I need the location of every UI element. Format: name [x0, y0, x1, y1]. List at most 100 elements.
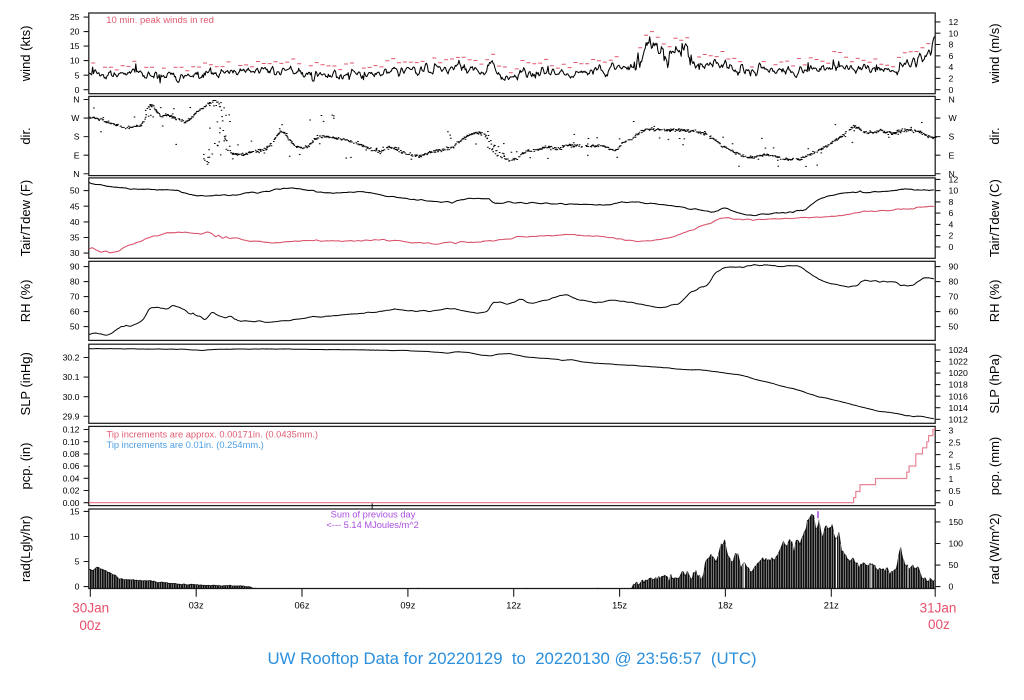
svg-text:10: 10: [70, 532, 80, 542]
svg-text:S: S: [74, 132, 80, 142]
svg-text:0.00: 0.00: [63, 498, 80, 508]
svg-text:Tip increments are approx. 0.0: Tip increments are approx. 0.00171in. (0…: [107, 429, 319, 439]
svg-text:2: 2: [949, 74, 954, 84]
svg-text:6: 6: [949, 51, 954, 61]
svg-text:wind (m/s): wind (m/s): [987, 23, 1002, 84]
svg-text:30.0: 30.0: [63, 392, 80, 402]
svg-text:29.9: 29.9: [63, 411, 80, 421]
svg-text:50: 50: [949, 322, 959, 332]
svg-text:0.04: 0.04: [63, 473, 80, 483]
svg-text:4: 4: [949, 220, 954, 230]
svg-text:50: 50: [70, 186, 80, 196]
svg-text:W: W: [949, 113, 958, 123]
svg-text:1012: 1012: [949, 414, 968, 424]
svg-text:0.06: 0.06: [63, 461, 80, 471]
svg-text:90: 90: [70, 262, 80, 272]
svg-text:70: 70: [949, 292, 959, 302]
svg-text:N: N: [73, 169, 79, 179]
svg-text:1024: 1024: [949, 345, 968, 355]
svg-text:2.5: 2.5: [949, 438, 961, 448]
svg-text:10 min. peak winds in red: 10 min. peak winds in red: [106, 15, 214, 26]
svg-text:0: 0: [75, 85, 80, 95]
svg-text:N: N: [73, 95, 79, 105]
svg-text:0.12: 0.12: [63, 425, 80, 435]
svg-text:Tip increments are 0.01in. (0.: Tip increments are 0.01in. (0.254mm.): [107, 440, 264, 450]
svg-text:S: S: [949, 132, 955, 142]
svg-text:60: 60: [70, 307, 80, 317]
svg-text:10: 10: [70, 56, 80, 66]
svg-text:12z: 12z: [506, 600, 521, 610]
svg-text:SLP (hPa): SLP (hPa): [987, 354, 1002, 414]
svg-text:dir.: dir.: [18, 127, 33, 144]
svg-text:20: 20: [70, 27, 80, 37]
svg-text:1014: 1014: [949, 403, 968, 413]
svg-text:40: 40: [70, 217, 80, 227]
svg-text:15: 15: [70, 41, 80, 51]
svg-text:6: 6: [949, 208, 954, 218]
svg-text:50: 50: [70, 322, 80, 332]
svg-text:10: 10: [949, 186, 959, 196]
svg-text:2: 2: [949, 450, 954, 460]
svg-text:50: 50: [949, 560, 959, 570]
svg-text:60: 60: [949, 307, 959, 317]
svg-text:0.02: 0.02: [63, 486, 80, 496]
svg-text:1018: 1018: [949, 380, 968, 390]
svg-text:3: 3: [949, 426, 954, 436]
svg-text:0: 0: [949, 85, 954, 95]
svg-text:0: 0: [949, 498, 954, 508]
svg-text:06z: 06z: [295, 600, 310, 610]
svg-text:0: 0: [949, 242, 954, 252]
svg-text:0: 0: [949, 582, 954, 592]
svg-text:30.2: 30.2: [63, 353, 80, 363]
svg-text:25: 25: [70, 12, 80, 22]
svg-text:8: 8: [949, 40, 954, 50]
svg-text:SLP (inHg): SLP (inHg): [18, 352, 33, 415]
svg-text:30Jan: 30Jan: [72, 601, 109, 616]
svg-text:2: 2: [949, 231, 954, 241]
svg-text:N: N: [949, 95, 955, 105]
svg-text:1022: 1022: [949, 357, 968, 367]
svg-text:pcp. (in): pcp. (in): [18, 443, 33, 490]
svg-text:pcp. (mm): pcp. (mm): [987, 437, 1002, 496]
svg-text:00z: 00z: [79, 618, 101, 633]
svg-text:90: 90: [949, 262, 959, 272]
svg-text:1020: 1020: [949, 368, 968, 378]
svg-text:E: E: [74, 150, 80, 160]
svg-text:09z: 09z: [400, 600, 415, 610]
svg-text:5: 5: [75, 557, 80, 567]
svg-text:RH (%): RH (%): [18, 280, 33, 323]
svg-text:03z: 03z: [189, 600, 204, 610]
svg-text:150: 150: [949, 517, 964, 527]
svg-text:UW Rooftop Data for 20220129: UW Rooftop Data for 20220129 to 20220130…: [267, 649, 756, 668]
svg-text:wind (kts): wind (kts): [18, 26, 33, 83]
svg-text:5: 5: [75, 70, 80, 80]
svg-text:Tair/Tdew (C): Tair/Tdew (C): [987, 179, 1002, 257]
svg-text:dir.: dir.: [987, 127, 1002, 144]
svg-text:Tair/Tdew (F): Tair/Tdew (F): [18, 180, 33, 257]
svg-text:12: 12: [949, 17, 959, 27]
svg-text:rad (W/m^2): rad (W/m^2): [987, 513, 1002, 584]
svg-text:30.1: 30.1: [63, 372, 80, 382]
svg-text:15: 15: [70, 507, 80, 517]
svg-text:0: 0: [75, 582, 80, 592]
svg-text:10: 10: [949, 28, 959, 38]
svg-text:0.5: 0.5: [949, 486, 961, 496]
svg-text:W: W: [71, 113, 80, 123]
svg-text:45: 45: [70, 201, 80, 211]
svg-text:0.08: 0.08: [63, 449, 80, 459]
svg-text:15z: 15z: [612, 600, 627, 610]
svg-text:1: 1: [949, 474, 954, 484]
svg-text:21z: 21z: [824, 600, 839, 610]
svg-text:E: E: [949, 150, 955, 160]
svg-text:rad(Lgly/hr): rad(Lgly/hr): [18, 516, 33, 582]
svg-text:1016: 1016: [949, 391, 968, 401]
svg-text:18z: 18z: [718, 600, 733, 610]
svg-text:35: 35: [70, 233, 80, 243]
svg-text:80: 80: [949, 277, 959, 287]
svg-text:0.10: 0.10: [63, 437, 80, 447]
svg-text:1.5: 1.5: [949, 462, 961, 472]
svg-text:8: 8: [949, 197, 954, 207]
svg-text:100: 100: [949, 539, 964, 549]
svg-text:70: 70: [70, 292, 80, 302]
svg-text:Sum of previous day: Sum of previous day: [331, 510, 416, 520]
